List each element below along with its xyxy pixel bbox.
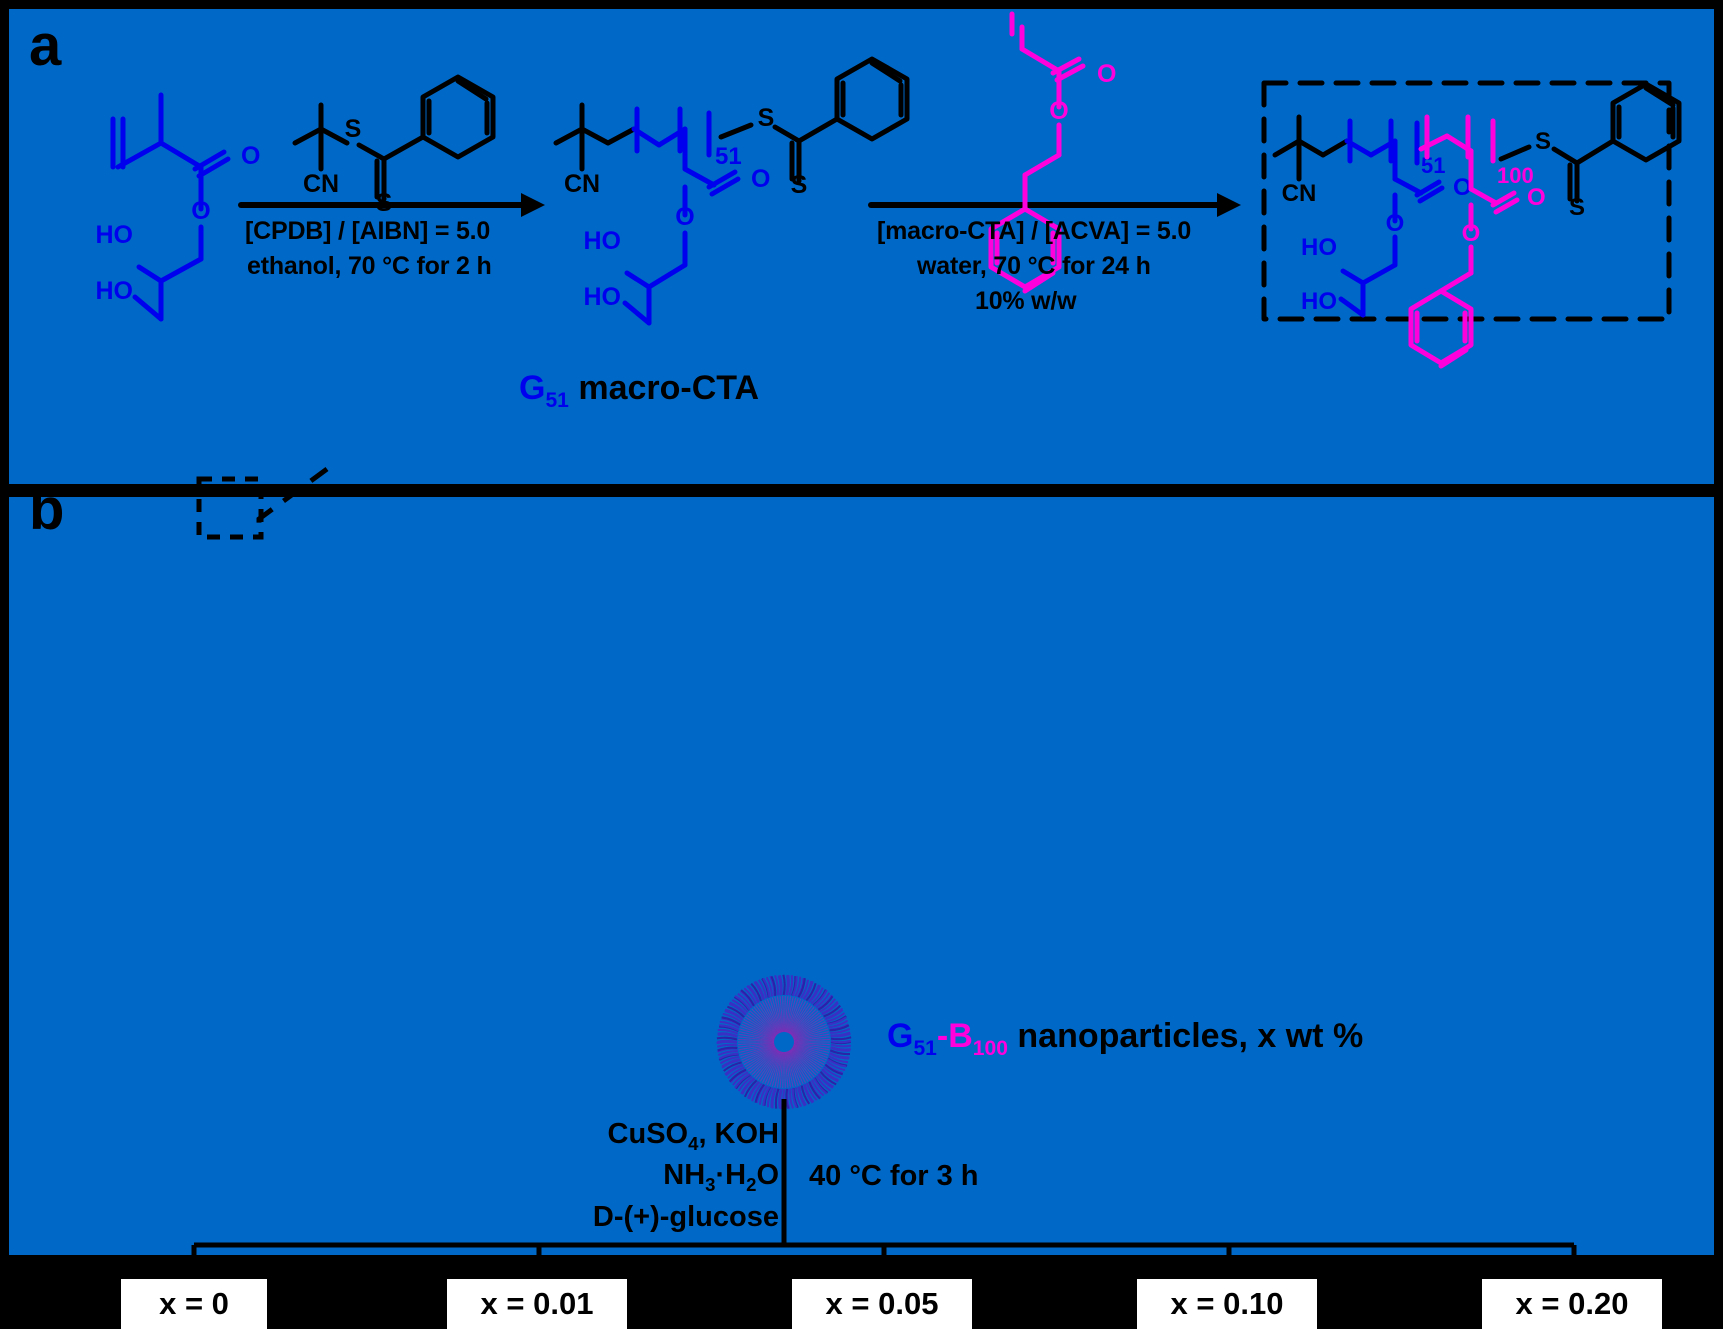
arrow1-condition-line1: [CPDB] / [AIBN] = 5.0 (245, 217, 491, 245)
dp-blue-51: 51 (715, 143, 742, 170)
atom-HO-1: HO (96, 221, 134, 249)
np-label-b-sub: 100 (972, 1036, 1008, 1060)
atom-HO-4: HO (584, 283, 622, 311)
atom-S-1: S (345, 115, 362, 143)
atom-O-ester-5: O (1462, 220, 1481, 247)
nanoparticle-sphere (716, 974, 852, 1110)
arrow2-condition-line3: 10% w/w (975, 287, 1077, 315)
x-box-4[interactable]: x = 0.20 (1482, 1279, 1662, 1329)
np-label-rest: nanoparticles, x wt % (1007, 1017, 1364, 1055)
np-label-b: B (948, 1017, 973, 1055)
atom-S-3: S (758, 104, 775, 132)
atom-O-ester-2: O (675, 203, 694, 231)
atom-CN-1: CN (303, 170, 339, 198)
panel-a-label: a (29, 13, 62, 78)
x-box-1[interactable]: x = 0.01 (447, 1279, 627, 1329)
octahedra-layer (9, 497, 1714, 1255)
atom-S-5: S (1535, 128, 1551, 155)
atom-O-carbonyl-1: O (241, 142, 260, 170)
panel-a-scheme: O O HO HO (96, 11, 1682, 369)
atom-O-carbonyl-4: O (1453, 174, 1472, 201)
panel-b: b 0%" stop-color="#ff6ff2"/> 45%" stop-c… (9, 466, 1714, 1329)
atom-HO-6: HO (1301, 288, 1337, 315)
arrow1-condition-line2: ethanol, 70 °C for 2 h (247, 252, 492, 280)
macro-cta-rest: macro-CTA (568, 369, 760, 407)
atom-S-6: S (1569, 194, 1585, 221)
atom-O-carbonyl-5: O (1527, 184, 1546, 211)
figure-root: a O O (9, 9, 1714, 1329)
x-box-2[interactable]: x = 0.05 (792, 1279, 972, 1329)
atom-HO-5: HO (1301, 234, 1337, 261)
macro-cta-label: G51 macro-CTA (519, 369, 759, 413)
dp-magenta-100: 100 (1497, 163, 1534, 188)
np-label-dash: - (936, 1017, 949, 1055)
arrow2-condition-line1: [macro-CTA] / [ACVA] = 5.0 (877, 217, 1192, 245)
particle-zoom-box (196, 476, 264, 540)
nanoparticle-label: G51-B100 nanoparticles, x wt % (887, 1017, 1363, 1061)
reagent-line-2: NH3·H2O (663, 1159, 779, 1196)
atom-O-carbonyl-3: O (1097, 60, 1116, 88)
atom-S-4: S (791, 171, 808, 199)
macro-cta-prefix: G (519, 369, 546, 407)
reagent-line-1: CuSO4, KOH (607, 1118, 779, 1154)
reagent-list: CuSO4, KOH NH3·H2O D-(+)-glucose (529, 1115, 779, 1236)
x-box-0[interactable]: x = 0 (121, 1279, 267, 1329)
atom-O-ester-3: O (1049, 97, 1068, 125)
np-label-g: G (887, 1017, 914, 1055)
panel-a: a O O (9, 9, 1714, 484)
atom-O-carbonyl-2: O (751, 165, 770, 193)
atom-HO-3: HO (584, 227, 622, 255)
np-label-g-sub: 51 (913, 1036, 937, 1060)
atom-HO-2: HO (96, 277, 134, 305)
atom-CN-3: CN (1282, 180, 1317, 207)
reagent-line-3: D-(+)-glucose (592, 1200, 779, 1233)
panel-b-label: b (29, 477, 65, 542)
x-box-3[interactable]: x = 0.10 (1137, 1279, 1317, 1329)
reaction-condition: 40 °C for 3 h (809, 1160, 979, 1192)
arrow2-condition-line2: water, 70 °C for 24 h (917, 252, 1151, 280)
atom-O-ester-4: O (1386, 210, 1405, 237)
atom-CN-2: CN (564, 170, 600, 198)
atom-O-ester-1: O (191, 197, 210, 225)
macro-cta-prefix-sub: 51 (545, 388, 569, 412)
